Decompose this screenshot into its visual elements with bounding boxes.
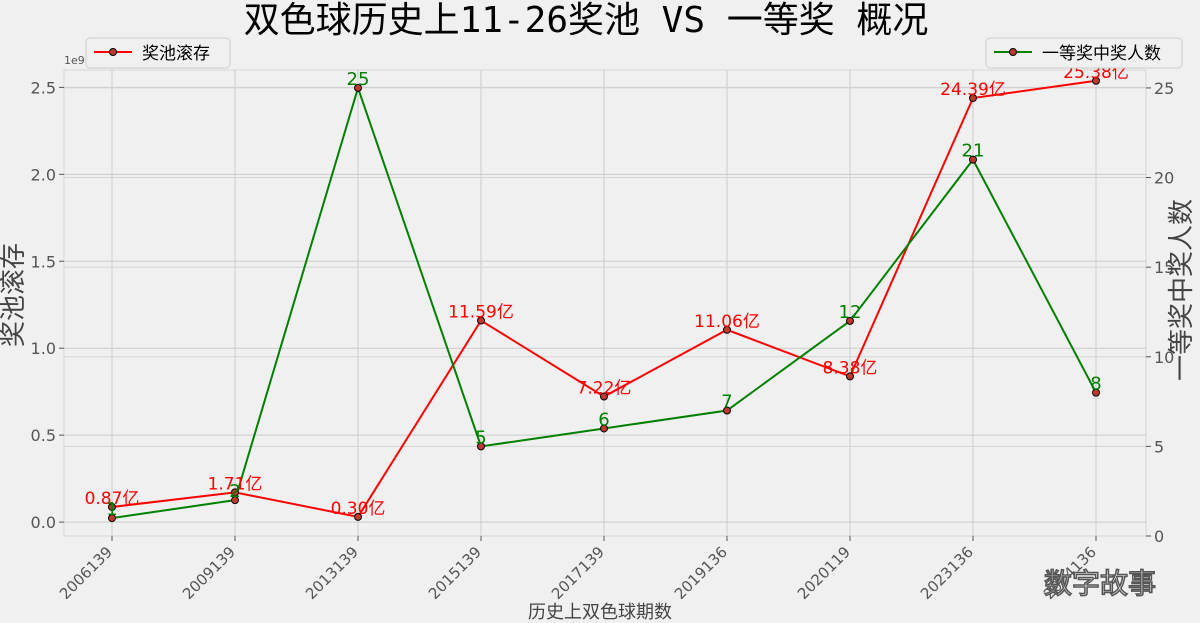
data-label-1: 1 xyxy=(106,499,117,520)
right-tick-label: 10 xyxy=(1154,348,1174,367)
right-tick-label: 5 xyxy=(1154,437,1164,456)
series-point-0 xyxy=(354,512,362,521)
x-tick-label: 2006139 xyxy=(56,543,116,603)
series-point-1 xyxy=(354,83,362,92)
series-point-0 xyxy=(723,325,731,334)
series-point-1 xyxy=(723,406,731,415)
data-label-0: 11.06亿 xyxy=(694,312,760,332)
legend-right-frame xyxy=(985,37,1183,69)
left-axis-offset-label: 1e9 xyxy=(64,54,85,67)
right-tick-label: 15 xyxy=(1154,258,1174,277)
left-tick-label: 2.5 xyxy=(31,78,56,97)
series-point-0 xyxy=(600,392,608,401)
series-point-0 xyxy=(969,93,977,102)
series-point-0 xyxy=(477,316,485,325)
series-point-1 xyxy=(600,424,608,433)
right-axis-ticks: 0 5 10 15 20 25 xyxy=(1146,79,1174,546)
data-label-1: 6 xyxy=(598,409,609,430)
x-tick-label: 2015139 xyxy=(425,543,485,603)
series-point-1 xyxy=(969,155,977,164)
data-label-1: 5 xyxy=(475,427,486,448)
legend-left-label: 奖池滚存 xyxy=(142,44,210,64)
left-tick-label: 0.0 xyxy=(31,513,56,532)
legend-right: 一等奖中奖人数 xyxy=(985,37,1183,69)
data-label-1: 21 xyxy=(962,141,985,162)
x-tick-label: 2019136 xyxy=(671,543,731,603)
y-axis-label-left: 奖池滚存 xyxy=(0,243,29,347)
x-axis-label: 历史上双色球期数 xyxy=(528,602,672,623)
watermark: 数字故事 xyxy=(1044,567,1156,600)
grid-lines xyxy=(64,70,1146,537)
right-tick-label: 25 xyxy=(1154,79,1174,98)
x-tick-label: 2009139 xyxy=(179,543,239,603)
data-label-1: 25 xyxy=(347,69,370,90)
data-label-0: 24.39亿 xyxy=(940,80,1006,100)
data-label-0: 8.38亿 xyxy=(823,358,878,378)
series-point-1 xyxy=(231,496,239,505)
left-tick-label: 1.0 xyxy=(31,339,56,358)
data-label-0: 0.30亿 xyxy=(331,499,386,519)
legend-right-marker xyxy=(1009,48,1017,56)
series-point-0 xyxy=(846,372,854,381)
left-tick-label: 0.5 xyxy=(31,426,56,445)
data-label-0: 7.22亿 xyxy=(577,379,632,399)
x-tick-label: 2020119 xyxy=(794,543,854,603)
legend-left: 奖池滚存 xyxy=(85,37,231,69)
left-tick-label: 1.5 xyxy=(31,252,56,271)
data-label-1: 8 xyxy=(1090,374,1101,395)
series-point-0 xyxy=(108,502,116,511)
data-label-1: 7 xyxy=(721,392,732,413)
y-axis-label-right: 一等奖中奖人数 xyxy=(1167,199,1197,381)
data-label-1: 12 xyxy=(839,302,862,323)
data-label-0: 1.71亿 xyxy=(208,474,263,494)
series-point-0 xyxy=(1092,76,1100,85)
series-layer xyxy=(108,76,1100,523)
series-point-1 xyxy=(846,316,854,325)
x-tick-label: 2023136 xyxy=(917,543,977,603)
data-label-0: 0.87亿 xyxy=(85,489,140,509)
x-axis-ticks: 2006139 2009139 2013139 2015139 2017139 20191… xyxy=(56,536,1100,603)
x-tick-label: 2017139 xyxy=(548,543,608,603)
right-tick-label: 0 xyxy=(1154,527,1164,546)
left-tick-label: 2.0 xyxy=(31,165,56,184)
legend-left-marker xyxy=(109,48,117,56)
series-point-1 xyxy=(477,442,485,451)
data-label-1: 2 xyxy=(229,481,240,502)
legend-left-frame xyxy=(85,37,231,69)
chart-title: 双色球历史上11-26奖池 VS 一等奖 概况 xyxy=(244,0,929,41)
series-point-1 xyxy=(108,514,116,523)
plot-area xyxy=(63,69,1147,537)
series-point-0 xyxy=(231,488,239,497)
x-tick-label: 2013139 xyxy=(302,543,362,603)
data-label-0: 11.59亿 xyxy=(448,303,514,323)
legend-right-label: 一等奖中奖人数 xyxy=(1042,44,1161,64)
right-tick-label: 20 xyxy=(1154,169,1174,188)
series-point-1 xyxy=(1092,388,1100,397)
left-axis-ticks: 0.0 0.5 1.0 1.5 2.0 2.5 xyxy=(31,78,64,532)
